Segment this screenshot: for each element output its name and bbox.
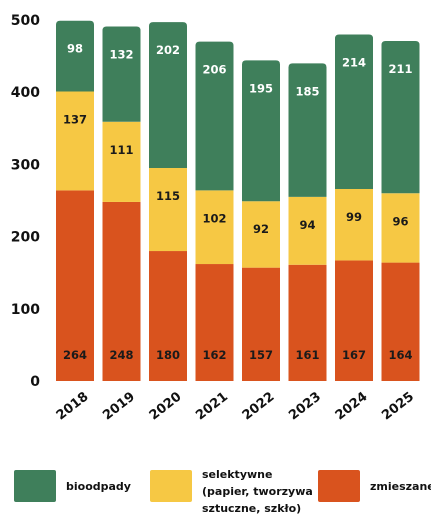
legend-label-line: sztuczne, szkło): [202, 502, 302, 515]
x-tick-label: 2019: [100, 389, 138, 423]
bar-segment: [381, 40, 420, 194]
bar-value-label: 132: [109, 47, 133, 61]
bar-segment: [381, 193, 420, 263]
bar-value-label: 167: [342, 348, 366, 362]
bar-value-label: 98: [67, 42, 83, 56]
y-tick-label: 300: [11, 157, 40, 173]
bar-segment: [149, 251, 187, 381]
x-tick-label: 2022: [240, 389, 278, 423]
y-tick-label: 200: [11, 230, 40, 246]
bar-segment: [335, 34, 373, 189]
legend-label-line: (papier, tworzywa: [202, 485, 313, 498]
bar-value-label: 206: [202, 63, 226, 77]
y-axis: 0 100 200 300 400 500: [11, 13, 40, 390]
x-tick-label: 2023: [286, 389, 324, 423]
x-tick-label: 2024: [333, 389, 371, 423]
bar-segment: [102, 121, 141, 202]
legend-swatch-zmieszane: [318, 470, 360, 502]
legend-label-bioodpady: bioodpady: [66, 478, 131, 495]
legend-label-zmieszane: zmieszane: [370, 478, 431, 495]
legend-item-zmieszane: zmieszane: [318, 470, 431, 502]
bar-segment: [56, 91, 94, 191]
bar-value-label: 92: [253, 222, 269, 236]
bar-segment: [149, 168, 187, 252]
x-tick-label: 2021: [193, 389, 231, 423]
bars: 264 137 98 248 111 132 180 115 202 162 102 206 157 92…: [56, 20, 420, 381]
y-tick-label: 500: [11, 13, 40, 29]
bar-value-label: 202: [156, 43, 180, 57]
bar-segment: [56, 190, 94, 381]
x-tick-label: 2025: [379, 389, 417, 423]
bar-value-label: 214: [342, 55, 366, 69]
stacked-bar-chart: 0 100 200 300 400 500 264 137 98 248 111 132 180 115…: [11, 13, 420, 423]
x-axis: 2018 2019 2020 2021 2022 2023 2024 2025: [54, 389, 417, 423]
x-tick-label: 2020: [147, 389, 185, 423]
bar-segment: [242, 60, 280, 202]
legend-swatch-selektywne: [150, 470, 192, 502]
bar-value-label: 94: [299, 218, 315, 232]
bar-value-label: 161: [295, 348, 319, 362]
bar-segment: [242, 267, 280, 381]
bar-segment: [242, 201, 280, 268]
bar-value-label: 180: [156, 348, 180, 362]
bar-value-label: 185: [295, 84, 319, 98]
bar-segment: [195, 41, 234, 191]
bar-value-label: 195: [249, 81, 273, 95]
legend-label-line: bioodpady: [66, 480, 131, 493]
bar-segment: [335, 260, 373, 381]
legend-item-bioodpady: bioodpady: [14, 470, 131, 502]
bar-value-label: 164: [388, 348, 412, 362]
y-tick-label: 100: [11, 302, 40, 318]
bar-segment: [195, 190, 234, 265]
legend: bioodpady selektywne (papier, tworzywa s…: [0, 462, 431, 528]
bar-segment: [381, 262, 420, 381]
bar-segment: [288, 63, 327, 197]
bar-segment: [56, 20, 94, 92]
bar-segment: [288, 196, 327, 265]
bar-value-label: 211: [388, 62, 412, 76]
y-tick-label: 0: [30, 374, 40, 390]
legend-label-line: zmieszane: [370, 480, 431, 493]
bar-segment: [149, 22, 187, 169]
bar-value-label: 115: [156, 189, 180, 203]
bar-value-label: 162: [202, 348, 226, 362]
bar-value-label: 137: [63, 112, 87, 126]
bar-segment: [195, 264, 234, 381]
y-tick-label: 400: [11, 85, 40, 101]
bar-value-label: 99: [346, 210, 362, 224]
bar-value-label: 102: [202, 211, 226, 225]
bar-value-label: 248: [109, 348, 133, 362]
bar-value-label: 157: [249, 348, 273, 362]
bar-segment: [102, 26, 141, 122]
x-tick-label: 2018: [54, 389, 92, 423]
legend-label-selektywne: selektywne (papier, tworzywa sztuczne, s…: [202, 466, 313, 517]
bar-segment: [335, 188, 373, 261]
bar-value-label: 96: [392, 214, 408, 228]
legend-label-line: selektywne: [202, 468, 273, 481]
bar-value-label: 264: [63, 348, 87, 362]
bar-value-label: 111: [109, 143, 133, 157]
bar-segment: [102, 201, 141, 381]
legend-item-selektywne: selektywne (papier, tworzywa sztuczne, s…: [150, 468, 313, 517]
bar-segment: [288, 264, 327, 381]
legend-swatch-bioodpady: [14, 470, 56, 502]
